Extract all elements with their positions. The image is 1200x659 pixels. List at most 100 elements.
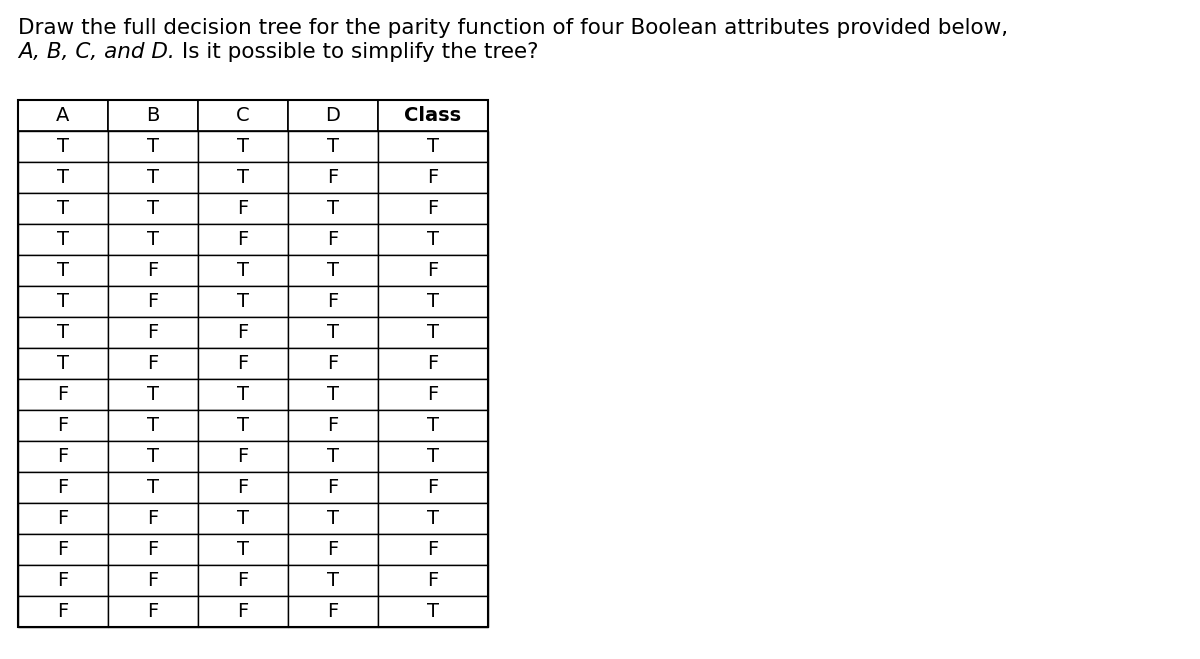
Text: F: F [58, 478, 68, 497]
Bar [108, 317, 198, 348]
Bar [288, 193, 378, 224]
Text: F: F [427, 540, 439, 559]
Bar [378, 348, 488, 379]
Bar [288, 565, 378, 596]
Text: F: F [58, 509, 68, 528]
Bar [288, 100, 378, 131]
Bar [378, 193, 488, 224]
Text: T: T [326, 199, 340, 218]
Bar [378, 534, 488, 565]
Text: F: F [328, 416, 338, 435]
Text: T: T [427, 323, 439, 342]
Text: T: T [148, 199, 158, 218]
Bar [288, 162, 378, 193]
Text: F: F [238, 447, 248, 466]
Text: T: T [326, 261, 340, 280]
Text: T: T [427, 602, 439, 621]
Bar [198, 286, 288, 317]
Text: T: T [238, 540, 250, 559]
Text: F: F [238, 478, 248, 497]
Text: T: T [58, 261, 70, 280]
Text: F: F [328, 292, 338, 311]
Bar [198, 596, 288, 627]
Bar [378, 224, 488, 255]
Text: F: F [238, 571, 248, 590]
Bar [18, 193, 108, 224]
Bar [18, 379, 108, 410]
Bar [198, 162, 288, 193]
Text: T: T [427, 509, 439, 528]
Bar [108, 224, 198, 255]
Text: F: F [328, 168, 338, 187]
Text: Is it possible to simplify the tree?: Is it possible to simplify the tree? [175, 42, 539, 62]
Text: T: T [326, 385, 340, 404]
Bar [288, 503, 378, 534]
Text: T: T [238, 137, 250, 156]
Bar [18, 131, 108, 162]
Text: T: T [427, 416, 439, 435]
Text: T: T [238, 416, 250, 435]
Bar [198, 503, 288, 534]
Text: T: T [148, 416, 158, 435]
Text: T: T [58, 323, 70, 342]
Bar [378, 131, 488, 162]
Bar [198, 348, 288, 379]
Text: F: F [58, 571, 68, 590]
Text: T: T [148, 137, 158, 156]
Text: F: F [427, 168, 439, 187]
Bar [18, 255, 108, 286]
Bar [108, 503, 198, 534]
Bar [198, 379, 288, 410]
Text: F: F [328, 540, 338, 559]
Text: C: C [236, 106, 250, 125]
Text: T: T [238, 292, 250, 311]
Text: T: T [58, 168, 70, 187]
Bar [198, 565, 288, 596]
Bar [288, 472, 378, 503]
Bar [18, 348, 108, 379]
Text: F: F [328, 602, 338, 621]
Bar [18, 162, 108, 193]
Bar [378, 565, 488, 596]
Bar [198, 410, 288, 441]
Bar [108, 441, 198, 472]
Bar [108, 534, 198, 565]
Text: F: F [58, 540, 68, 559]
Text: T: T [238, 385, 250, 404]
Text: T: T [148, 168, 158, 187]
Text: T: T [58, 230, 70, 249]
Bar [378, 410, 488, 441]
Bar [108, 255, 198, 286]
Text: F: F [148, 571, 158, 590]
Text: F: F [427, 478, 439, 497]
Text: F: F [427, 571, 439, 590]
Text: T: T [148, 230, 158, 249]
Text: T: T [326, 323, 340, 342]
Text: T: T [427, 137, 439, 156]
Bar [288, 224, 378, 255]
Text: T: T [58, 292, 70, 311]
Text: F: F [238, 602, 248, 621]
Bar [198, 255, 288, 286]
Text: T: T [326, 509, 340, 528]
Bar [198, 224, 288, 255]
Text: T: T [427, 230, 439, 249]
Bar [108, 100, 198, 131]
Text: T: T [427, 447, 439, 466]
Text: F: F [427, 261, 439, 280]
Bar [108, 379, 198, 410]
Bar [198, 534, 288, 565]
Bar [288, 348, 378, 379]
Text: F: F [58, 385, 68, 404]
Bar [288, 441, 378, 472]
Text: F: F [427, 385, 439, 404]
Bar [378, 255, 488, 286]
Bar [18, 317, 108, 348]
Bar [18, 100, 488, 627]
Bar [18, 534, 108, 565]
Bar [18, 410, 108, 441]
Text: F: F [58, 447, 68, 466]
Bar [108, 131, 198, 162]
Bar [108, 193, 198, 224]
Bar [378, 379, 488, 410]
